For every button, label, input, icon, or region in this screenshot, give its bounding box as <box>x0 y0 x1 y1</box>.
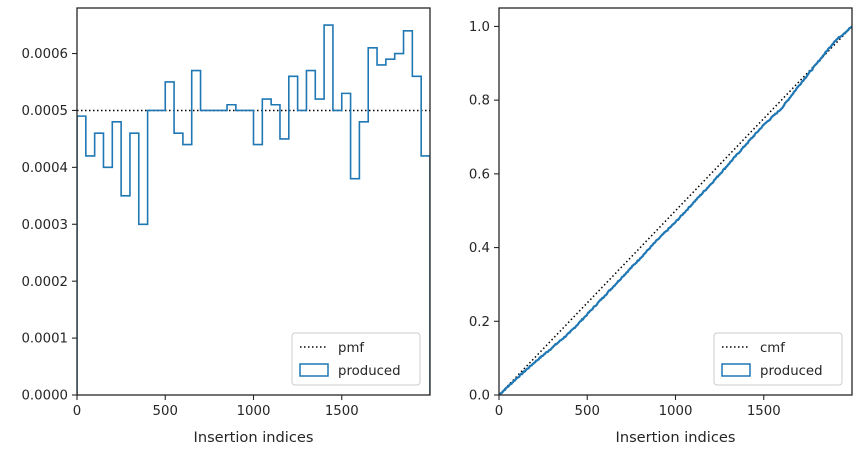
x-axis-label: Insertion indices <box>616 429 736 446</box>
axes-frame <box>498 7 853 396</box>
y-tick-label: 0.6 <box>469 167 490 182</box>
legend-swatch-produced <box>299 363 329 377</box>
legend: pmf produced <box>291 332 421 386</box>
y-tick-label: 0.0006 <box>21 47 68 62</box>
y-tick-label: 0.0004 <box>21 161 68 176</box>
x-tick-label: 1000 <box>237 404 271 419</box>
x-tick-label: 1500 <box>747 404 781 419</box>
legend: cmf produced <box>713 332 843 386</box>
legend-swatch-produced <box>721 363 751 377</box>
legend-label-produced: produced <box>760 364 823 379</box>
x-tick-label: 1500 <box>325 404 359 419</box>
chart-1: 0 500 1000 1500 0.0000 0.0001 0.0002 0.0003 0.00… <box>21 7 431 446</box>
chart-2: 0 500 1000 1500 0.0 0.2 0.4 0.6 0.8 1.0 Insertion … <box>469 7 853 446</box>
cmf-line <box>499 25 852 395</box>
y-tick-label: 0.0001 <box>21 332 68 347</box>
y-tick-label: 1.0 <box>469 20 490 35</box>
legend-label-produced: produced <box>338 364 401 379</box>
axes-frame <box>76 7 431 396</box>
plot-area <box>77 24 430 395</box>
legend-label-pmf: pmf <box>338 341 364 356</box>
y-tick-label: 0.8 <box>469 94 490 109</box>
y-tick-label: 0.0000 <box>21 389 68 404</box>
legend-box <box>713 332 843 386</box>
x-tick-label: 1000 <box>659 404 693 419</box>
x-axis-label: Insertion indices <box>194 429 314 446</box>
produced-cumulative <box>499 25 852 395</box>
y-tick-label: 0.0005 <box>21 104 68 119</box>
y-tick-label: 0.2 <box>469 315 490 330</box>
legend-label-cmf: cmf <box>760 341 785 356</box>
x-tick-label: 500 <box>153 404 178 419</box>
produced-histogram <box>77 24 430 395</box>
legend-box <box>291 332 421 386</box>
x-tick-label: 500 <box>575 404 600 419</box>
x-tick-label: 0 <box>495 404 503 419</box>
y-tick-label: 0.4 <box>469 241 490 256</box>
y-tick-label: 0.0003 <box>21 218 68 233</box>
x-tick-label: 0 <box>73 404 81 419</box>
plot-area <box>499 25 852 395</box>
y-tick-label: 0.0 <box>469 389 490 404</box>
y-tick-label: 0.0002 <box>21 275 68 290</box>
